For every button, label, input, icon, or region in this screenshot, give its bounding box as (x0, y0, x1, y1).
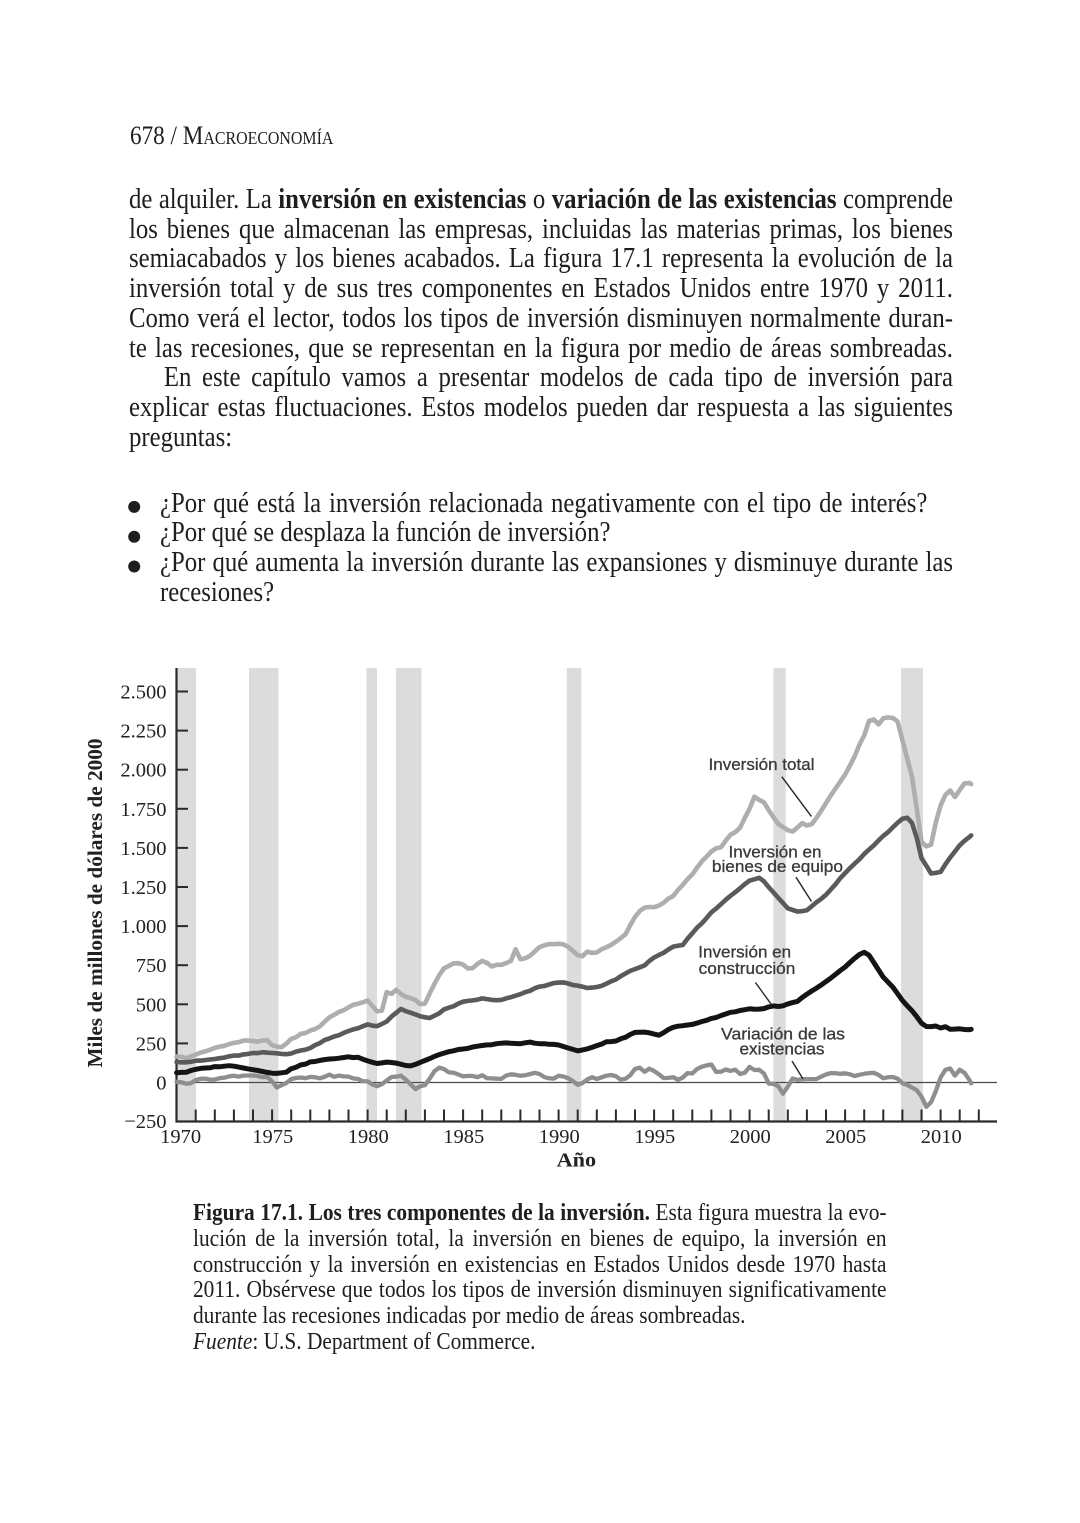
svg-text:500: 500 (136, 994, 167, 1016)
svg-text:1.000: 1.000 (120, 916, 166, 938)
svg-text:2005: 2005 (825, 1126, 866, 1148)
svg-text:construcción: construcción (699, 960, 796, 978)
svg-text:Variación de las: Variación de las (721, 1026, 845, 1044)
svg-text:1975: 1975 (252, 1126, 293, 1148)
svg-text:Inversión total: Inversión total (709, 756, 815, 774)
svg-text:1990: 1990 (539, 1126, 580, 1148)
svg-text:1995: 1995 (634, 1126, 675, 1148)
svg-text:1.500: 1.500 (120, 838, 166, 860)
svg-text:2000: 2000 (730, 1126, 771, 1148)
svg-text:bienes de equipo: bienes de equipo (712, 858, 843, 876)
svg-text:0: 0 (156, 1073, 166, 1095)
svg-text:2.000: 2.000 (120, 760, 166, 782)
svg-text:Inversión en: Inversión en (698, 943, 791, 961)
svg-text:−250: −250 (124, 1111, 166, 1133)
svg-text:250: 250 (136, 1033, 167, 1055)
svg-text:1.250: 1.250 (120, 877, 166, 899)
svg-text:1.750: 1.750 (120, 799, 166, 821)
svg-text:1970: 1970 (160, 1126, 201, 1148)
svg-text:Inversión en: Inversión en (729, 844, 822, 862)
svg-text:1980: 1980 (348, 1126, 389, 1148)
svg-text:750: 750 (136, 955, 167, 977)
svg-text:2.500: 2.500 (120, 682, 166, 704)
svg-text:1985: 1985 (443, 1126, 484, 1148)
svg-text:Miles de millones de dólares d: Miles de millones de dólares de 2000 (83, 739, 107, 1068)
svg-text:2010: 2010 (921, 1126, 962, 1148)
svg-text:existencias: existencias (740, 1041, 825, 1059)
svg-text:Año: Año (557, 1150, 597, 1172)
svg-text:2.250: 2.250 (120, 721, 166, 743)
